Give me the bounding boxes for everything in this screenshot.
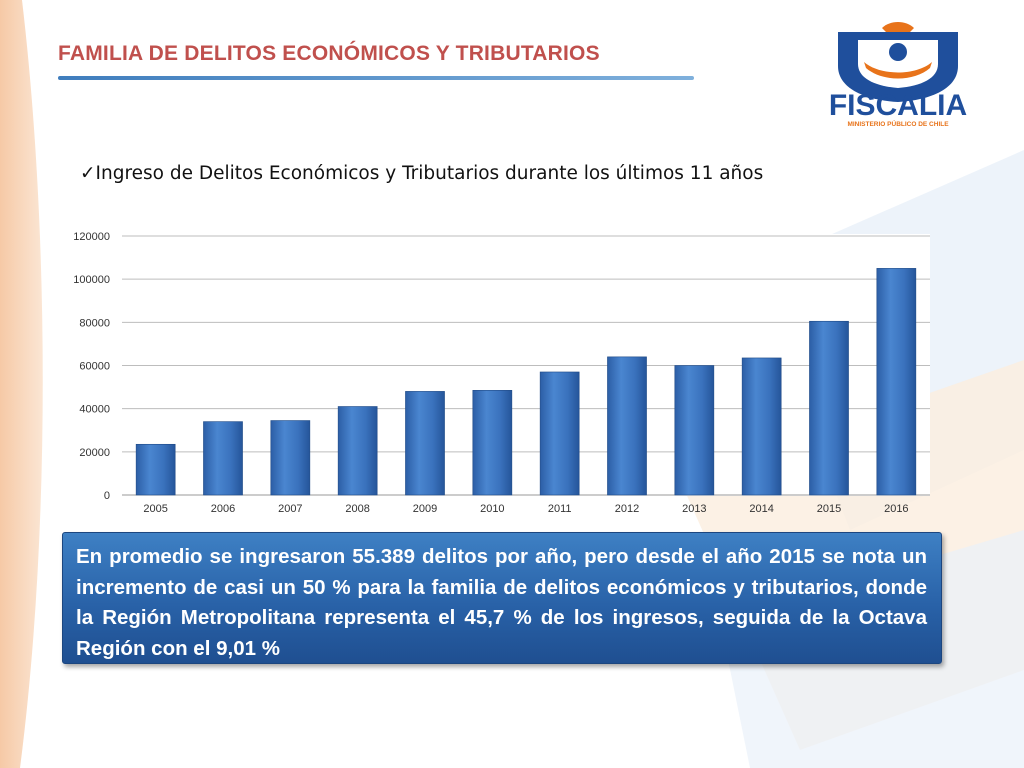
bar-2005	[135, 443, 176, 496]
bar-2011	[539, 371, 580, 496]
y-tick-label: 60000	[79, 361, 110, 373]
x-tick-label: 2006	[211, 503, 235, 515]
x-tick-label: 2007	[278, 503, 302, 515]
x-tick-label: 2016	[884, 503, 908, 515]
bar-2009	[405, 391, 445, 496]
bar-2015	[809, 320, 849, 496]
y-tick-label: 20000	[79, 447, 110, 459]
x-tick-label: 2010	[480, 503, 504, 515]
logo-subtitle: MINISTERIO PÚBLICO DE CHILE	[847, 119, 949, 128]
gridlines	[122, 235, 930, 496]
bar-2016	[876, 268, 917, 496]
y-axis-ticks: 0 20000 40000 60000 80000 100000 120000	[73, 231, 110, 502]
bar-2010	[472, 390, 513, 496]
x-tick-label: 2013	[682, 503, 706, 515]
x-tick-label: 2005	[143, 503, 167, 515]
fiscalia-logo: FISCALIA MINISTERIO PÚBLICO DE CHILE	[829, 22, 967, 128]
checkmark-icon: ✓	[80, 163, 96, 184]
x-tick-label: 2009	[413, 503, 437, 515]
bar-2006	[203, 421, 243, 496]
bars	[135, 268, 917, 496]
bullet-line: ✓Ingreso de Delitos Económicos y Tributa…	[80, 163, 763, 184]
y-tick-label: 100000	[73, 274, 110, 286]
bullet-text: Ingreso de Delitos Económicos y Tributar…	[95, 163, 764, 184]
x-tick-label: 2012	[615, 503, 639, 515]
bar-2014	[741, 357, 782, 496]
logo-emblem-icon	[838, 22, 958, 102]
y-tick-label: 80000	[79, 317, 110, 329]
page-title: FAMILIA DE DELITOS ECONÓMICOS Y TRIBUTAR…	[58, 42, 600, 65]
bar-2007	[270, 420, 311, 496]
x-tick-label: 2015	[817, 503, 841, 515]
bar-2013	[674, 365, 715, 496]
y-tick-label: 120000	[73, 231, 110, 243]
x-axis-ticks: 2005 2006 2007 2008 2009 2010 2011 2012 2013 2014…	[143, 503, 908, 515]
bar-2008	[337, 406, 378, 496]
logo-text: FISCALIA	[829, 89, 967, 122]
summary-callout: En promedio se ingresaron 55.389 delitos…	[62, 532, 942, 664]
x-tick-label: 2008	[345, 503, 369, 515]
y-tick-label: 40000	[79, 404, 110, 416]
y-tick-label: 0	[104, 490, 110, 502]
left-decorative-swoosh	[0, 0, 43, 768]
title-underline	[58, 76, 694, 80]
x-tick-label: 2014	[749, 503, 773, 515]
x-tick-label: 2011	[548, 503, 572, 515]
bar-2012	[607, 356, 647, 496]
